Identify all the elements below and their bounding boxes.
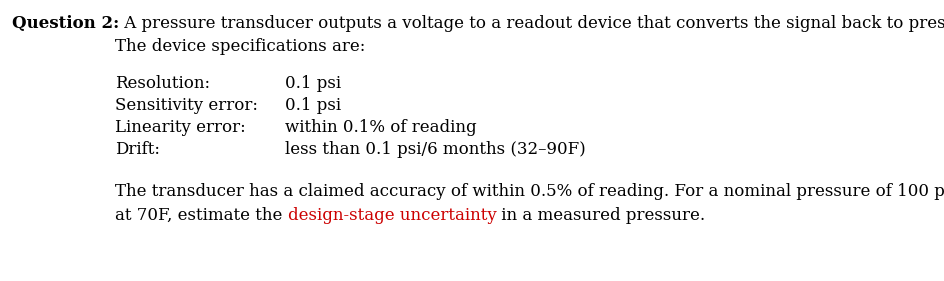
Text: Drift:: Drift: [115,141,160,158]
Text: The transducer has a claimed accuracy of within 0.5% of reading. For a nominal p: The transducer has a claimed accuracy of… [115,183,944,200]
Text: design-stage uncertainty: design-stage uncertainty [288,207,497,224]
Text: The device specifications are:: The device specifications are: [115,38,365,55]
Text: within 0.1% of reading: within 0.1% of reading [285,119,477,136]
Text: Sensitivity error:: Sensitivity error: [115,97,258,114]
Text: in a measured pressure.: in a measured pressure. [497,207,705,224]
Text: at 70F, estimate the: at 70F, estimate the [115,207,288,224]
Text: 0.1 psi: 0.1 psi [285,97,341,114]
Text: Question 2:: Question 2: [12,15,119,32]
Text: less than 0.1 psi/6 months (32–90F): less than 0.1 psi/6 months (32–90F) [285,141,585,158]
Text: Linearity error:: Linearity error: [115,119,245,136]
Text: Resolution:: Resolution: [115,75,211,92]
Text: A pressure transducer outputs a voltage to a readout device that converts the si: A pressure transducer outputs a voltage … [119,15,944,32]
Text: 0.1 psi: 0.1 psi [285,75,341,92]
